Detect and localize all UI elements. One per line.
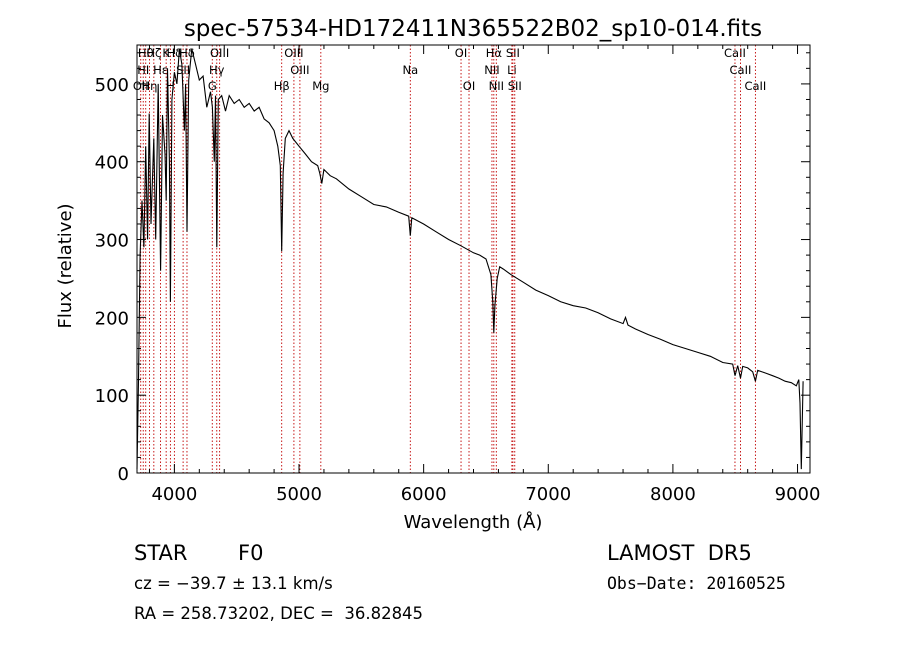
x-tick-label: 8000 [650, 484, 696, 505]
line-mark-label: CaII [744, 79, 766, 93]
line-mark-label: NII [484, 63, 499, 77]
y-tick-label: 200 [95, 308, 129, 329]
line-mark-label: Hε [153, 63, 168, 77]
spectrum-line [136, 48, 804, 470]
y-tick-label: 400 [95, 153, 129, 174]
y-tick-label: 0 [118, 464, 129, 485]
x-tick-label: 7000 [525, 484, 571, 505]
y-axis-label: Flux (relative) [55, 203, 76, 328]
line-mark-label: G [208, 79, 217, 93]
redshift-velocity: cz = −39.7 ± 13.1 km/s [134, 574, 333, 593]
x-tick-label: 6000 [401, 484, 447, 505]
line-mark-label: OIII [210, 46, 229, 60]
y-tick-label: 100 [95, 386, 129, 407]
x-tick-label: 9000 [775, 484, 821, 505]
line-mark-label: SII [506, 46, 520, 60]
line-mark-label: SII [508, 79, 522, 93]
y-tick-label: 500 [95, 75, 129, 96]
line-mark-label: CaII [730, 63, 752, 77]
line-mark-label: K [162, 46, 170, 60]
line-mark-label: OIII [284, 46, 303, 60]
line-mark-label: Hζ [146, 46, 161, 60]
x-axis-label: Wavelength (Å) [404, 511, 543, 533]
line-marks-layer: HIOIIHθHηHζHεKHHδSIIHδGHγOIIIHβOIIIOIIIM… [133, 45, 766, 473]
line-mark-label: HI [137, 63, 149, 77]
line-mark-label: NII [489, 79, 504, 93]
x-tick-label: 4000 [151, 484, 197, 505]
chart-title: spec-57534-HD172411N365522B02_sp10-014.f… [184, 16, 762, 42]
line-mark-label: Hη [141, 79, 157, 93]
plot-frame [136, 44, 811, 474]
spectral-subclass: F0 [238, 541, 264, 565]
line-mark-label: Hα [486, 46, 503, 60]
line-mark-label: Mg [312, 79, 329, 93]
line-mark-label: Li [507, 63, 517, 77]
line-mark-label: OI [463, 79, 475, 93]
observation-date: Obs−Date: 20160525 [607, 574, 786, 593]
line-mark-label: Na [402, 63, 418, 77]
line-mark-label: Hβ [274, 79, 290, 93]
line-mark-label: OI [455, 46, 467, 60]
object-type: STAR [134, 541, 188, 565]
line-mark-label: CaII [724, 46, 746, 60]
x-tick-label: 5000 [276, 484, 322, 505]
survey-name: LAMOST DR5 [607, 541, 752, 565]
y-tick-label: 300 [95, 231, 129, 252]
coordinates: RA = 258.73202, DEC = 36.82845 [134, 604, 424, 623]
y-axis: 0 100 200 300 400 500 [95, 52, 810, 485]
line-mark-label: OIII [290, 63, 309, 77]
x-axis: 4000 5000 6000 7000 8000 9000 [148, 45, 821, 505]
line-mark-label: Hγ [209, 63, 225, 77]
line-mark-label: H [166, 79, 175, 93]
